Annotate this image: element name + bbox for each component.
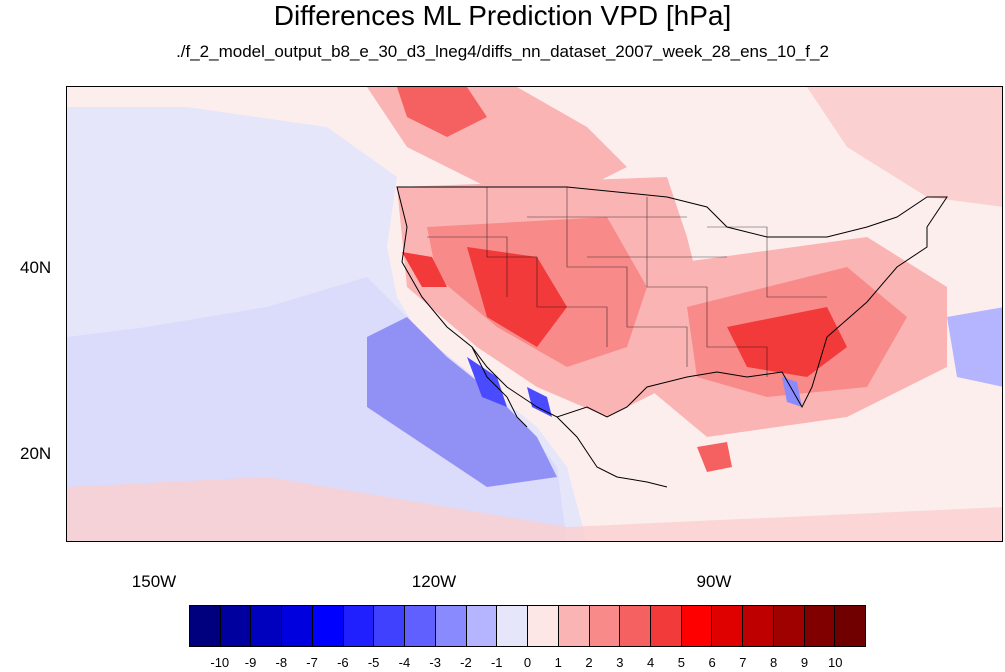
colorbar-box [312, 606, 344, 646]
colorbar-box [681, 606, 713, 646]
colorbar-label: -9 [244, 655, 257, 670]
colorbar-label: 10 [827, 655, 843, 670]
colorbar-label: 1 [554, 655, 562, 670]
map-panel [66, 86, 1003, 542]
colorbar-label: 2 [585, 655, 593, 670]
colorbar-box [528, 606, 559, 646]
lat-label-40n: 40N [20, 258, 52, 277]
colorbar-label: -6 [337, 655, 349, 670]
colorbar-box [651, 606, 682, 646]
colorbar-box [251, 606, 283, 646]
vpd-difference-field [67, 87, 1002, 541]
colorbar-box [435, 606, 467, 646]
light-blue-region [67, 277, 567, 541]
colorbar-box [220, 606, 252, 646]
colorbar-box [712, 606, 744, 646]
blue-core [367, 317, 557, 487]
colorbar-box [620, 606, 652, 646]
red-southwest [467, 247, 567, 347]
colorbar-label: 8 [770, 655, 778, 670]
colorbar-box [190, 606, 221, 646]
blue-east-spot [947, 307, 1002, 387]
deep-blue-spot-2 [527, 387, 552, 417]
colorbar-box [497, 606, 529, 646]
deep-blue-spot [467, 357, 507, 407]
colorbar-box [773, 606, 805, 646]
colorbar-box [343, 606, 375, 646]
pink-east [807, 87, 1002, 207]
colorbar-label: 0 [523, 655, 532, 670]
colorbar-label: -8 [275, 655, 288, 670]
colorbar-label: 7 [739, 655, 747, 670]
colorbar-box [743, 606, 774, 646]
colorbar-label: -4 [398, 655, 411, 670]
colorbar-box [466, 606, 498, 646]
colorbar-label: 9 [800, 655, 809, 670]
colorbar-box [804, 606, 836, 646]
colorbar-label: 3 [616, 655, 624, 670]
lon-label-90w: 90W [696, 572, 732, 591]
red-california [402, 252, 447, 287]
colorbar-label: -2 [460, 655, 472, 670]
colorbar-box [835, 606, 866, 646]
colorbar-box [558, 606, 590, 646]
red-gulf-spot [697, 442, 732, 472]
pink-tropic-band [67, 477, 1002, 541]
colorbar-label: 5 [677, 655, 685, 670]
colorbar-label: -1 [490, 655, 503, 670]
colorbar [189, 605, 866, 647]
colorbar-box [374, 606, 406, 646]
blue-florida [782, 377, 802, 407]
state-borders [427, 187, 827, 377]
map-title: Differences ML Prediction VPD [hPa] [273, 0, 732, 31]
colorbar-label: -3 [429, 655, 441, 670]
colorbar-label: -7 [306, 655, 318, 670]
colorbar-label: 4 [646, 655, 655, 670]
colorbar-label: -10 [210, 655, 230, 670]
lon-label-120w: 120W [411, 572, 457, 591]
colorbar-box [589, 606, 621, 646]
colorbar-label: 6 [708, 655, 716, 670]
colorbar-label: -5 [367, 655, 380, 670]
lon-label-150w: 150W [131, 572, 177, 591]
colorbar-box [405, 606, 436, 646]
lat-label-20n: 20N [20, 444, 52, 463]
red-north [397, 87, 487, 137]
map-subtitle: ./f_2_model_output_b8_e_30_d3_lneg4/diff… [176, 42, 829, 61]
colorbar-box [282, 606, 313, 646]
red-southeast [727, 307, 847, 377]
